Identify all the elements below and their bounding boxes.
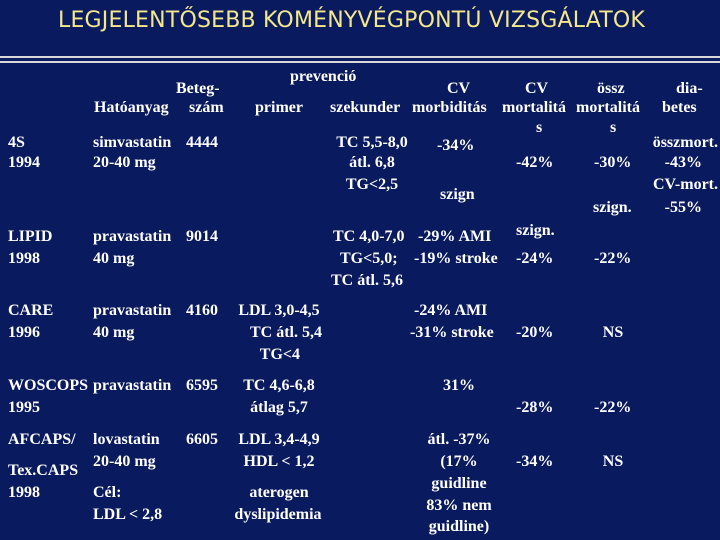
- drug-name: pravastatin: [93, 377, 172, 394]
- header-primer: primer: [255, 99, 303, 116]
- header-mortalita-cv: mortalitá: [502, 99, 566, 116]
- primary-criteria: átlag 5,7: [250, 399, 308, 416]
- drug-name: simvastatin: [93, 134, 172, 151]
- cv-morbidity: -29% AMI: [418, 228, 492, 245]
- secondary-criteria: TC 4,0-7,0: [333, 228, 405, 245]
- patient-count: 4160: [186, 302, 218, 319]
- cv-mortality: -28%: [516, 399, 554, 416]
- cv-morbidity: guidline): [428, 518, 490, 535]
- total-mortality: NS: [602, 453, 624, 470]
- header-beteg: Beteg-: [176, 80, 220, 97]
- drug-name: lovastatin: [93, 431, 160, 448]
- target-label: Cél:: [93, 484, 122, 501]
- total-mortality: -22%: [594, 250, 632, 267]
- cv-morbidity: 31%: [443, 377, 475, 394]
- header-dia: dia-: [676, 80, 703, 97]
- study-year: 1994: [8, 154, 40, 171]
- diabetic-result: CV-mort.: [652, 176, 718, 193]
- study-year: 1998: [8, 484, 40, 501]
- title-divider-top: [0, 56, 720, 58]
- cv-morbidity-sign: szign: [440, 186, 475, 203]
- drug-name: pravastatin: [93, 302, 172, 319]
- drug-dose: 20-40 mg: [93, 453, 156, 470]
- study-name: LIPID: [8, 228, 53, 245]
- study-name: Tex.CAPS: [8, 462, 79, 479]
- header-s-ossz: s: [610, 119, 617, 136]
- header-cv-mort: CV: [525, 80, 549, 97]
- diabetic-result: -43%: [664, 154, 702, 171]
- header-szekunder: szekunder: [330, 99, 401, 116]
- header-ossz: össz: [597, 80, 625, 97]
- drug-dose: 40 mg: [93, 250, 135, 267]
- patient-count: 6605: [186, 431, 218, 448]
- header-hatoanyag: Hatóanyag: [94, 99, 169, 116]
- primary-criteria: TG<4: [259, 346, 300, 363]
- secondary-criteria: TC 5,5-8,0: [336, 134, 408, 151]
- header-cv-morb: CV: [447, 80, 471, 97]
- study-name: CARE: [8, 302, 54, 319]
- drug-dose: 40 mg: [93, 324, 135, 341]
- primary-criteria: dyslipidemia: [234, 506, 322, 523]
- cv-morbidity: -19% stroke: [414, 250, 498, 267]
- cv-morbidity: átl. -37%: [427, 431, 491, 448]
- header-s-cv: s: [536, 119, 543, 136]
- cv-morbidity: (17%: [440, 453, 478, 470]
- header-morbiditas: morbiditás: [412, 99, 487, 116]
- target-value: LDL < 2,8: [93, 506, 163, 523]
- cv-morbidity: -24% AMI: [414, 302, 488, 319]
- secondary-criteria: TG<2,5: [345, 176, 399, 193]
- study-year: 1995: [8, 399, 40, 416]
- study-name: AFCAPS/: [8, 431, 76, 448]
- total-mortality-sign: szign.: [593, 199, 632, 216]
- primary-criteria: HDL < 1,2: [243, 453, 315, 470]
- header-szam: szám: [189, 99, 224, 116]
- cv-mortality: -24%: [516, 250, 554, 267]
- cv-mortality: -42%: [516, 154, 554, 171]
- total-mortality: -22%: [594, 399, 632, 416]
- study-name: 4S: [8, 134, 25, 151]
- cv-mortality: -34%: [516, 453, 554, 470]
- page-title: LEGJELENTŐSEBB KOMÉNYVÉGPONTÚ VIZSGÁLATO…: [58, 8, 646, 33]
- drug-name: pravastatin: [93, 228, 172, 245]
- patient-count: 9014: [186, 228, 218, 245]
- primary-criteria: aterogen: [249, 484, 309, 501]
- cv-mortality: -20%: [516, 324, 554, 341]
- secondary-criteria: átl. 6,8: [349, 154, 395, 171]
- header-mortalita-ossz: mortalitá: [576, 99, 640, 116]
- title-divider-bottom: [0, 61, 720, 63]
- study-year: 1996: [8, 324, 40, 341]
- primary-criteria: TC átl. 5,4: [250, 324, 322, 341]
- cv-morbidity: 83% nem: [426, 497, 492, 514]
- cv-morbidity: guidline: [431, 475, 487, 492]
- cv-mortality-sign: szign.: [516, 222, 555, 239]
- total-mortality: NS: [602, 324, 624, 341]
- diabetic-result: összmort.: [652, 134, 718, 151]
- cv-morbidity: -34%: [437, 137, 475, 154]
- primary-criteria: TC 4,6-6,8: [243, 377, 315, 394]
- diabetic-result: -55%: [664, 199, 702, 216]
- total-mortality: -30%: [594, 154, 632, 171]
- secondary-criteria: TG<5,0;: [340, 250, 398, 267]
- header-betes: betes: [662, 99, 697, 116]
- primary-criteria: LDL 3,4-4,9: [238, 431, 320, 448]
- primary-criteria: LDL 3,0-4,5: [238, 302, 320, 319]
- patient-count: 4444: [186, 134, 218, 151]
- patient-count: 6595: [186, 377, 218, 394]
- study-name: WOSCOPS: [8, 377, 89, 394]
- study-year: 1998: [8, 250, 40, 267]
- cv-morbidity: -31% stroke: [410, 324, 494, 341]
- drug-dose: 20-40 mg: [93, 154, 156, 171]
- secondary-criteria: TC átl. 5,6: [331, 272, 403, 289]
- header-prevencio: prevenció: [290, 68, 357, 85]
